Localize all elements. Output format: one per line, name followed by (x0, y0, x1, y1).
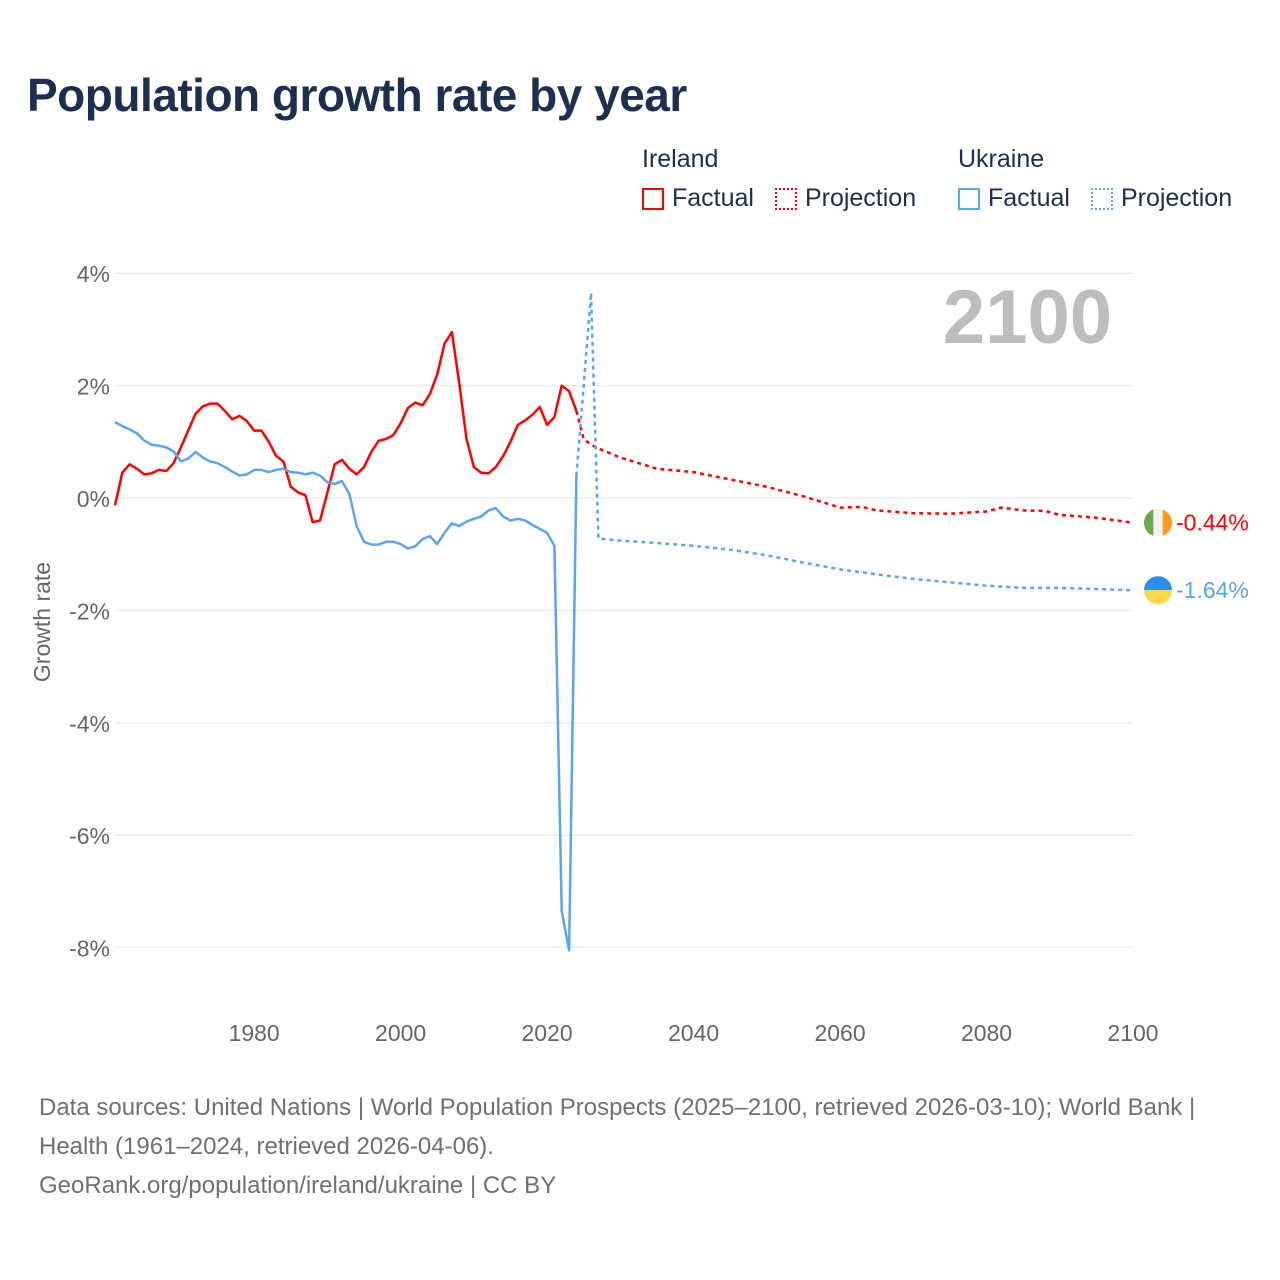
y-tick-label: -2% (69, 598, 110, 624)
y-tick-label: -4% (69, 711, 110, 737)
x-tick-label: 2020 (522, 1020, 573, 1046)
end-value-label: -0.44% (1176, 510, 1249, 536)
legend-swatch-dotted (1090, 187, 1113, 210)
y-tick-label: 4% (77, 261, 110, 287)
series-line-ukraine-factual (114, 421, 578, 952)
y-tick-label: 2% (77, 374, 110, 400)
x-tick-label: 2000 (375, 1020, 426, 1046)
series-line-ireland-factual (113, 330, 578, 524)
source-text: Data sources: United Nations | World Pop… (39, 1094, 1196, 1160)
ireland-flag-icon (1144, 508, 1172, 537)
source-link[interactable]: GeoRank.org/population/ireland/ukraine |… (39, 1172, 557, 1199)
y-tick-label: -8% (69, 936, 110, 962)
legend-label: Projection (1120, 184, 1233, 212)
legend-label: Factual (988, 184, 1070, 212)
legend-label: Projection (804, 184, 917, 212)
end-value-label: -1.64% (1176, 577, 1249, 603)
flag-stripe (1144, 590, 1172, 605)
y-tick-label: -6% (69, 823, 110, 849)
flag-stripe (1162, 508, 1172, 537)
flag-stripe (1153, 508, 1163, 537)
x-tick-label: 2100 (1107, 1020, 1158, 1046)
x-tick-label: 1980 (229, 1020, 280, 1046)
x-tick-label: 2060 (814, 1020, 865, 1046)
legend-ireland: Ireland Factual Projection (642, 145, 930, 217)
legend-swatch-solid (642, 187, 664, 210)
flag-stripe (1144, 508, 1154, 537)
y-axis-label: Growth rate (29, 562, 55, 682)
series-line-ukraine-projection (575, 291, 1134, 592)
flag-stripe (1144, 576, 1172, 591)
legend-item-ukraine-factual[interactable]: Factual (958, 184, 1070, 213)
legend-item-ukraine-projection[interactable]: Projection (1090, 184, 1233, 213)
year-annotation: 2100 (943, 275, 1112, 360)
series-line-ireland-projection (575, 410, 1134, 524)
legend-item-ireland-projection[interactable]: Projection (774, 184, 917, 213)
legend-country-ireland: Ireland (642, 145, 719, 173)
legend-swatch-solid (958, 187, 980, 210)
legend-country-ukraine: Ukraine (958, 145, 1045, 173)
legend-swatch-dotted (774, 187, 797, 210)
source-note: Data sources: United Nations | World Pop… (39, 1088, 1239, 1205)
ukraine-flag-icon (1144, 576, 1172, 605)
legend-label: Factual (672, 184, 754, 212)
legend-item-ireland-factual[interactable]: Factual (642, 184, 754, 213)
legend-ukraine: Ukraine Factual Projection (958, 145, 1246, 217)
chart-title: Population growth rate by year (27, 69, 687, 121)
x-tick-label: 2040 (668, 1020, 719, 1046)
y-tick-label: 0% (77, 486, 110, 512)
x-tick-label: 2080 (961, 1020, 1012, 1046)
